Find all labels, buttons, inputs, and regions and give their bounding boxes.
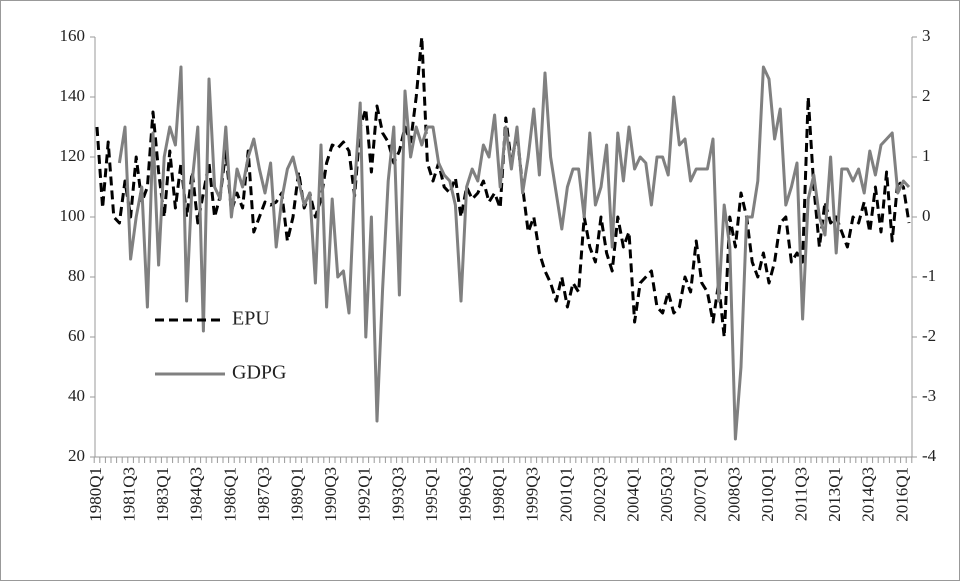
y2-tick-label: -2 (922, 326, 936, 345)
x-tick-label: 2010Q1 (758, 467, 777, 522)
legend-label: GDPG (232, 362, 286, 384)
y2-tick-label: 2 (922, 86, 931, 105)
x-tick-label: 1990Q3 (321, 467, 340, 522)
y2-tick-label: -1 (922, 266, 936, 285)
y-tick-label: 20 (68, 446, 85, 465)
y-tick-label: 160 (60, 26, 86, 45)
x-tick-label: 1987Q3 (254, 467, 273, 522)
x-tick-label: 1998Q1 (489, 467, 508, 522)
x-tick-label: 1986Q1 (220, 467, 239, 522)
y2-tick-label: 3 (922, 26, 931, 45)
y2-tick-label: -4 (922, 446, 937, 465)
y-tick-label: 120 (60, 146, 86, 165)
y2-tick-label: -3 (922, 386, 936, 405)
x-tick-label: 2016Q1 (892, 467, 911, 522)
y2-tick-label: 0 (922, 206, 931, 225)
x-tick-label: 1995Q1 (422, 467, 441, 522)
x-tick-label: 1993Q3 (388, 467, 407, 522)
x-tick-label: 2005Q3 (657, 467, 676, 522)
x-tick-label: 1983Q1 (153, 467, 172, 522)
y-tick-label: 40 (68, 386, 85, 405)
x-tick-label: 1980Q1 (86, 467, 105, 522)
x-tick-label: 2008Q3 (724, 467, 743, 522)
x-tick-label: 1992Q1 (355, 467, 374, 522)
x-tick-label: 2001Q1 (556, 467, 575, 522)
x-tick-label: 2002Q3 (590, 467, 609, 522)
x-tick-label: 1981Q3 (120, 467, 139, 522)
x-tick-label: 2013Q1 (825, 467, 844, 522)
x-tick-label: 1984Q3 (187, 467, 206, 522)
x-tick-label: 1999Q3 (523, 467, 542, 522)
y-tick-label: 100 (60, 206, 86, 225)
x-tick-label: 2007Q1 (691, 467, 710, 522)
y2-tick-label: 1 (922, 146, 931, 165)
x-tick-label: 1989Q1 (288, 467, 307, 522)
series-line (117, 65, 911, 441)
y-tick-label: 140 (60, 86, 86, 105)
y-tick-label: 80 (68, 266, 85, 285)
x-tick-label: 1996Q3 (456, 467, 475, 522)
x-tick-label: 2011Q3 (792, 467, 811, 521)
x-tick-label: 2014Q3 (859, 467, 878, 522)
legend-label: EPU (232, 308, 270, 330)
y-tick-label: 60 (68, 326, 85, 345)
x-tick-label: 2004Q1 (624, 467, 643, 522)
